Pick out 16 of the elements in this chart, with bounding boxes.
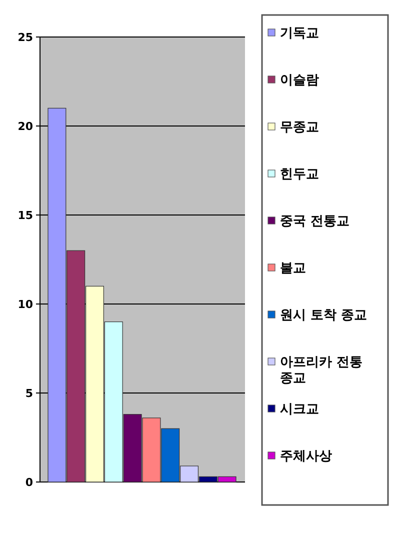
legend-label: 힌두교 — [280, 167, 319, 182]
legend-label: 이슬람 — [280, 73, 319, 88]
y-tick-label: 15 — [18, 209, 33, 222]
legend-label: 주체사상 — [280, 449, 332, 464]
y-tick-label: 20 — [18, 120, 34, 133]
y-tick-label: 0 — [25, 476, 34, 489]
legend-label: 무종교 — [280, 120, 319, 135]
y-tick-label: 5 — [25, 387, 33, 400]
legend-label: 기독교 — [280, 26, 319, 41]
legend-label: 시크교 — [280, 402, 319, 417]
y-tick-label: 25 — [18, 31, 33, 44]
legend-label: 중국 전통교 — [280, 214, 350, 229]
legend-label: 아프리카 전통 종교 — [280, 355, 363, 386]
legend-label: 불교 — [280, 261, 306, 276]
legend-label: 원시 토착 종교 — [280, 308, 368, 323]
y-tick-label: 10 — [18, 298, 34, 311]
